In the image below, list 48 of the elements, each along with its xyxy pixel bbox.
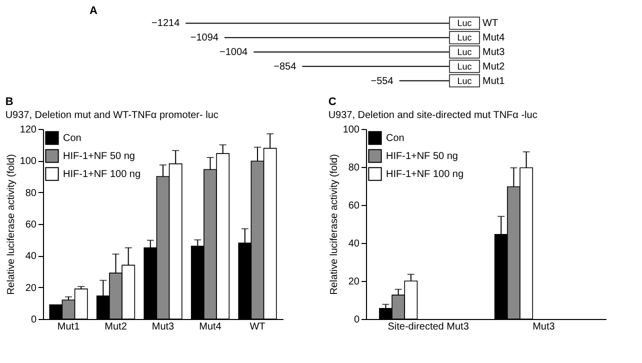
data-label: −554 (370, 76, 394, 87)
legend-label: Con (386, 133, 404, 144)
legend-label: HIF-1+NF 50 ng (63, 151, 135, 162)
y-tick-label: 0 (354, 314, 360, 326)
text: Luc (457, 47, 472, 57)
legend-label: Con (63, 133, 82, 144)
legend-label: HIF-1+NF 50 ng (386, 151, 458, 162)
category-label: Mut3 (482, 47, 506, 58)
category-label: Mut1 (482, 76, 506, 87)
y-tick-label: 40 (348, 238, 360, 250)
data-label: −1004 (220, 47, 248, 58)
x-tick-label: Mut1 (57, 322, 80, 332)
y-axis-title: Relative luciferase activity (fold) (6, 154, 17, 295)
legend-label: HIF-1+NF 100 ng (63, 169, 141, 180)
category-label: Mut4 (482, 32, 506, 44)
category-label: WT (482, 18, 498, 30)
y-tick-label: 80 (348, 162, 360, 174)
text: Luc (457, 32, 472, 43)
legend-label: HIF-1+NF 100 ng (386, 169, 464, 180)
text: A (90, 5, 98, 17)
x-tick-label: Site-directed Mut3 (388, 322, 470, 332)
x-tick-label: Mut4 (199, 322, 222, 332)
chart-subtitle: U937, Deletion mut and WT-TNFα promoter- luc (5, 110, 218, 121)
y-tick-label: 20 (348, 276, 360, 288)
data-label: −1094 (190, 32, 219, 44)
y-tick-label: 120 (20, 124, 37, 136)
y-tick-label: 80 (25, 188, 37, 199)
data-label: −1214 (152, 18, 180, 30)
chart-title: B (5, 96, 14, 108)
x-tick-label: WT (250, 322, 266, 332)
text: Luc (457, 76, 472, 86)
y-tick-label: 60 (348, 200, 360, 212)
x-tick-label: Mut3 (532, 322, 556, 332)
y-tick-label: 0 (30, 314, 37, 326)
chart-subtitle: U937, Deletion and site-directed mut TNFα -luc (328, 110, 538, 121)
y-tick-label: 40 (25, 251, 37, 262)
y-tick-label: 100 (342, 124, 360, 136)
text: Luc (457, 61, 472, 72)
category-label: Mut2 (482, 61, 506, 72)
y-axis-title: Relative luciferase activity (fold) (328, 154, 340, 295)
y-tick-label: 60 (25, 220, 37, 230)
x-tick-label: Mut3 (152, 322, 175, 332)
y-tick-label: 100 (20, 156, 37, 168)
chart-title: C (328, 96, 336, 108)
text: Luc (457, 18, 472, 28)
x-tick-label: Mut2 (104, 322, 128, 332)
y-tick-label: 20 (25, 282, 37, 294)
data-label: −854 (274, 61, 297, 72)
